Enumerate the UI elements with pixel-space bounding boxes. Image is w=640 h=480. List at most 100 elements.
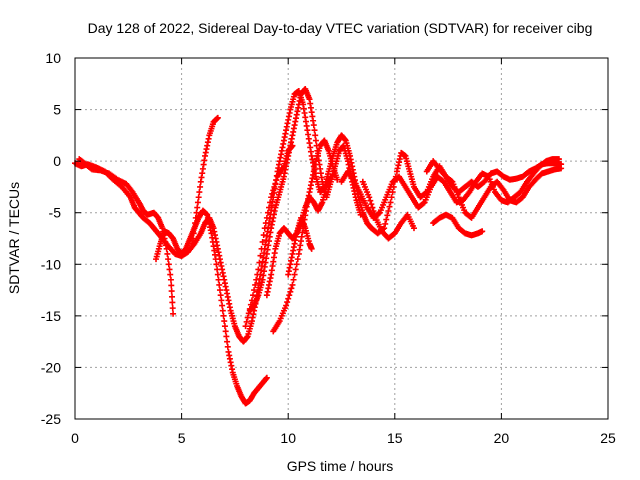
data-point — [216, 287, 223, 294]
series-sat-d — [189, 114, 221, 247]
data-point — [167, 271, 174, 278]
data-point — [165, 261, 172, 268]
data-point — [384, 212, 391, 219]
data-point — [371, 211, 378, 218]
ticks-layer: 0 5 10 15 20 25 -25 -20 -15 -10 -5 0 5 10 — [41, 50, 616, 446]
series-sat-l — [423, 158, 565, 221]
data-point — [214, 266, 221, 273]
data-point — [272, 180, 279, 187]
series-sat-b — [76, 156, 177, 317]
data-point — [246, 305, 253, 312]
y-axis-title: SDTVAR / TECUs — [6, 182, 22, 294]
x-tick-label: 25 — [600, 430, 616, 446]
data-point — [383, 216, 390, 223]
data-point — [245, 310, 252, 317]
data-point — [253, 276, 260, 283]
y-tick-label: -25 — [41, 411, 61, 427]
series-sat-h — [270, 137, 341, 335]
plot-frame — [74, 57, 609, 420]
data-point — [410, 225, 417, 232]
data-point — [164, 250, 171, 257]
data-point — [219, 302, 226, 309]
data-point — [244, 314, 251, 321]
data-point — [191, 225, 198, 232]
data-point — [267, 199, 274, 206]
data-point — [369, 204, 376, 211]
data-point — [375, 210, 382, 217]
data-point — [284, 299, 291, 306]
data-point — [192, 220, 199, 227]
data-point — [294, 256, 301, 263]
data-point — [251, 287, 258, 294]
data-point — [264, 209, 271, 216]
x-tick-label: 0 — [71, 430, 79, 446]
data-point — [290, 276, 297, 283]
data-point — [448, 177, 455, 184]
data-point — [334, 176, 341, 183]
data-point — [217, 292, 224, 299]
data-point — [247, 301, 254, 308]
data-point — [259, 238, 266, 245]
data-point — [165, 256, 172, 263]
data-point — [312, 132, 319, 139]
data-point — [219, 307, 226, 314]
data-point — [224, 343, 231, 350]
data-point — [242, 323, 249, 330]
data-point — [166, 266, 173, 273]
chart-title: Day 128 of 2022, Sidereal Day-to-day VTE… — [88, 20, 593, 36]
data-point — [214, 114, 221, 121]
data-point — [190, 230, 197, 237]
data-point — [261, 225, 268, 232]
data-point — [250, 292, 257, 299]
data-point — [224, 338, 231, 345]
data-point — [291, 271, 298, 278]
data-point — [193, 209, 200, 216]
data-point — [308, 245, 315, 252]
data-point — [252, 281, 259, 288]
data-point — [288, 285, 295, 292]
x-tick-label: 15 — [387, 430, 403, 446]
data-point — [292, 266, 299, 273]
data-point — [256, 259, 263, 266]
points-layer — [72, 85, 565, 407]
data-point — [289, 142, 296, 149]
data-point — [215, 276, 222, 283]
data-point — [196, 189, 203, 196]
data-point — [273, 177, 280, 184]
data-point — [367, 197, 374, 204]
y-tick-label: 5 — [53, 102, 61, 118]
data-point — [243, 318, 250, 325]
data-point — [254, 271, 261, 278]
data-point — [266, 204, 273, 211]
series-sat-c — [153, 207, 270, 407]
x-tick-label: 20 — [494, 430, 510, 446]
data-point — [555, 156, 562, 163]
series-sat-i — [285, 214, 315, 278]
data-point — [385, 207, 392, 214]
data-point — [189, 240, 196, 247]
data-point — [262, 220, 269, 227]
y-tick-label: -5 — [49, 205, 62, 221]
data-point — [197, 183, 204, 190]
data-point — [223, 333, 230, 340]
data-point — [168, 282, 175, 289]
data-point — [387, 199, 394, 206]
data-point — [255, 266, 262, 273]
series-sat-f — [242, 142, 296, 330]
data-point — [169, 299, 176, 306]
data-point — [370, 207, 377, 214]
data-point — [386, 203, 393, 210]
series-sat-m — [430, 211, 486, 239]
data-point — [263, 374, 270, 381]
data-point — [289, 281, 296, 288]
data-point — [286, 292, 293, 299]
data-point — [388, 194, 395, 201]
data-point — [168, 288, 175, 295]
data-point — [311, 127, 318, 134]
y-tick-label: 10 — [45, 50, 61, 66]
data-point — [558, 165, 565, 172]
data-point — [195, 194, 202, 201]
data-point — [381, 225, 388, 232]
